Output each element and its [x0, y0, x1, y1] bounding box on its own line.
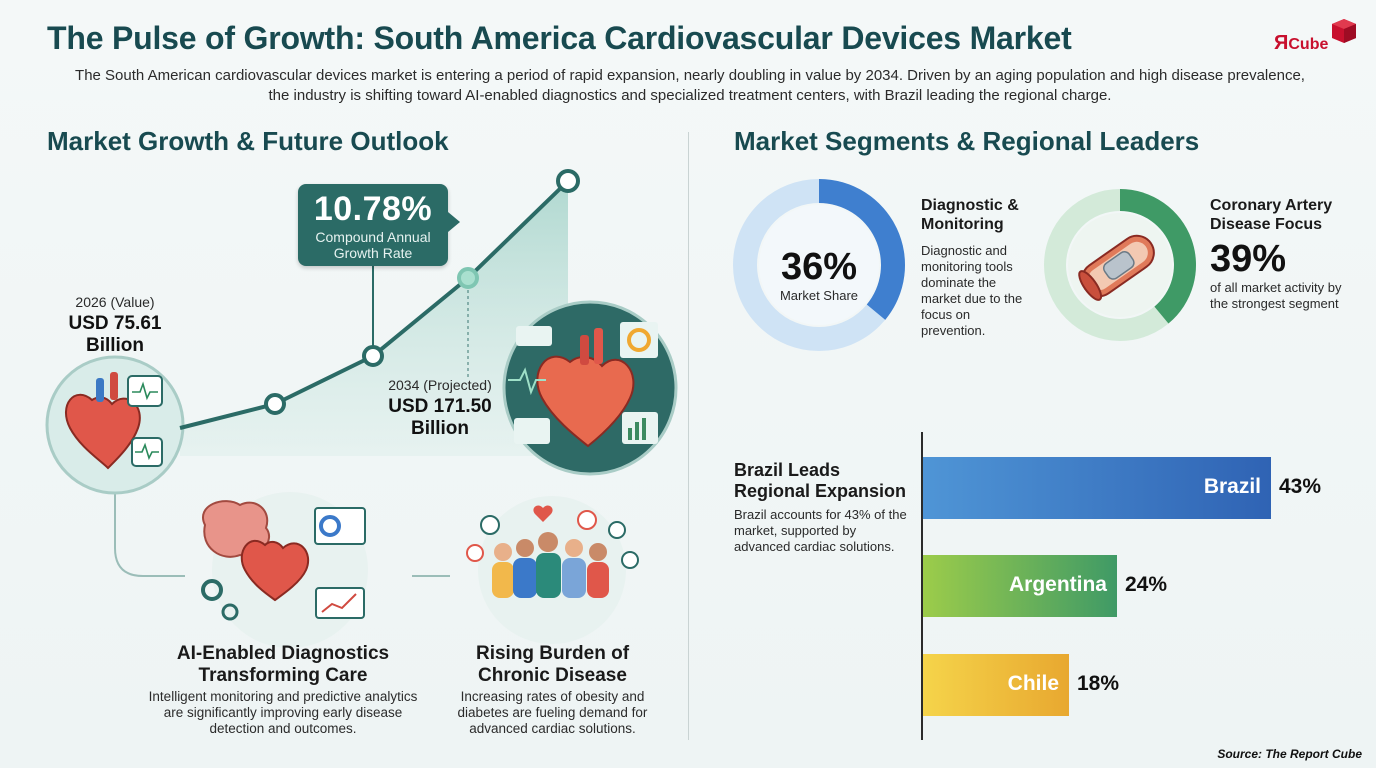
segments-section-title: Market Segments & Regional Leaders	[734, 126, 1200, 156]
diagnostic-segment-desc: Diagnostic and monitoring tools dominate…	[921, 243, 1023, 338]
diagnostic-share-value: 36%	[780, 246, 858, 288]
ai-feature-title: AI-Enabled Diagnostics Transforming Care	[176, 643, 390, 686]
bar-label-chile: Chile	[1007, 672, 1059, 695]
growth-point	[362, 345, 384, 367]
heart-monitor-icon	[45, 355, 185, 495]
coronary-share-value: 39%	[1210, 238, 1287, 280]
coronary-segment-desc: of all market activity by the strongest …	[1210, 280, 1342, 311]
regional-title: Brazil Leads Regional Expansion	[734, 460, 907, 501]
bar-argentina: Argentina	[923, 555, 1117, 617]
bar-value-brazil: 43%	[1279, 475, 1322, 498]
cagr-label: Compound Annual Growth Rate	[315, 229, 431, 261]
regional-desc: Brazil accounts for 43% of the market, s…	[734, 507, 907, 554]
end-value: USD 171.50 Billion	[388, 396, 492, 439]
bar-value-chile: 18%	[1077, 672, 1120, 695]
bar-axis	[921, 432, 923, 740]
section-divider	[688, 132, 689, 740]
logo-word: Cube	[1288, 36, 1329, 53]
ai-diagnostics-icon	[201, 492, 368, 648]
coronary-donut-slice	[1120, 189, 1196, 324]
cagr-value: 10.78%	[313, 190, 433, 228]
bar-chile: Chile	[923, 654, 1069, 716]
end-year-label: 2034 (Projected)	[388, 377, 492, 393]
chronic-feature-desc: Increasing rates of obesity and diabetes…	[457, 689, 648, 736]
growth-area	[180, 181, 568, 456]
coronary-donut-center	[1068, 213, 1172, 317]
logo-letter: Я	[1274, 32, 1289, 54]
chronic-feature-title: Rising Burden of Chronic Disease	[475, 643, 630, 686]
page-title: The Pulse of Growth: South America Cardi…	[47, 20, 1072, 56]
bar-value-argentina: 24%	[1125, 573, 1168, 596]
source-note: Source: The Report Cube	[1217, 747, 1362, 761]
diagnostic-segment-title: Diagnostic & Monitoring	[921, 197, 1019, 233]
growth-point	[457, 267, 479, 289]
page-subtitle: The South American cardiovascular device…	[75, 67, 1305, 104]
artery-icon	[1078, 234, 1155, 301]
start-value: USD 75.61 Billion	[68, 313, 162, 356]
diagnostic-share-label: Market Share	[779, 288, 859, 303]
coronary-donut-track	[1044, 189, 1196, 341]
growth-point	[264, 393, 286, 415]
growth-point-end	[556, 169, 580, 193]
chronic-disease-icon	[466, 496, 639, 644]
digital-heart-icon	[502, 300, 678, 476]
cagr-callout: 10.78% Compound Annual Growth Rate	[298, 184, 460, 266]
feature-connector	[114, 494, 185, 577]
coronary-segment-title: Coronary Artery Disease Focus	[1210, 197, 1333, 233]
start-year-label: 2026 (Value)	[75, 294, 155, 310]
bar-label-argentina: Argentina	[1008, 573, 1107, 596]
bar-label-brazil: Brazil	[1203, 475, 1261, 498]
ai-feature-desc: Intelligent monitoring and predictive an…	[148, 689, 418, 736]
bar-brazil: Brazil	[923, 457, 1271, 519]
growth-section-title: Market Growth & Future Outlook	[47, 126, 449, 156]
growth-chart	[45, 169, 678, 648]
report-cube-logo: ЯCube	[1268, 18, 1358, 62]
